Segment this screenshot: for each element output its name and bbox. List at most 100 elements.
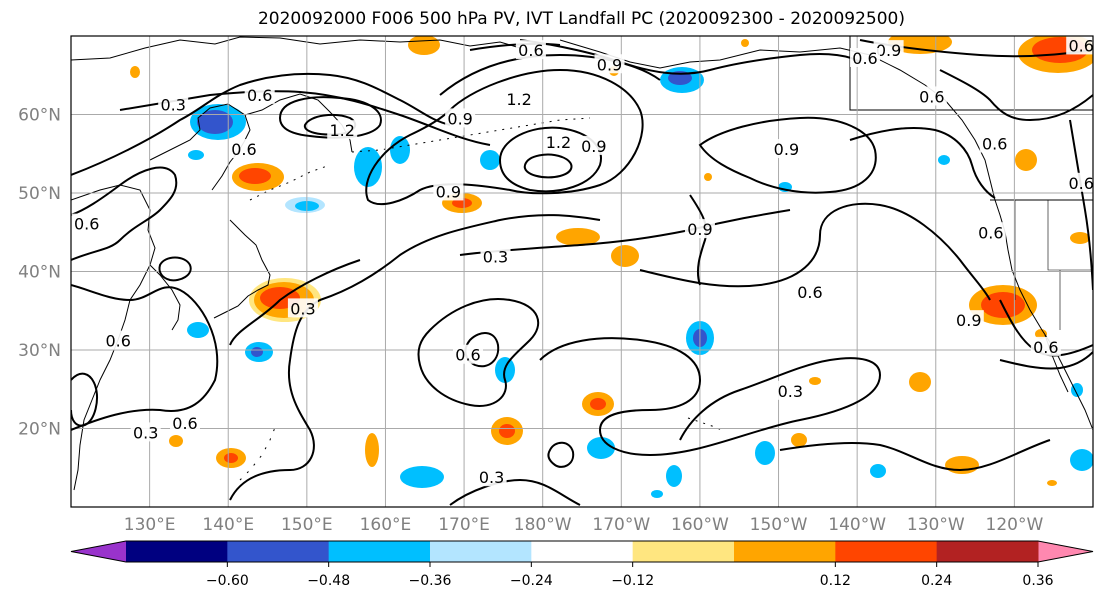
contour-label: 0.9	[953, 310, 984, 330]
svg-text:0.6: 0.6	[1068, 36, 1093, 55]
colorbar-segment	[531, 541, 634, 562]
svg-text:0.3: 0.3	[290, 299, 315, 318]
negative-anomaly-tropical	[755, 441, 775, 465]
contour-0.3-east-long	[459, 209, 791, 256]
contour-0.6-west-low	[71, 372, 98, 427]
colorbar-segment	[936, 541, 1039, 562]
map-plot-area: 0.3 0.6 0.6 0.6 0.9 1.2 0.9 1.2 1.2 0.9 0.9 0.3 0.9 0…	[71, 36, 1093, 507]
contour-1.2-low	[278, 96, 382, 139]
positive-core-kuril-east	[452, 198, 472, 208]
lon-tick-label: 170°E	[438, 515, 490, 535]
lat-tick-label: 50°N	[18, 184, 61, 204]
colorbar-extend-low	[71, 541, 126, 562]
contour-1.2-center	[498, 126, 602, 193]
contour-label: 1.2	[327, 120, 358, 140]
positive-anomaly-east-2	[909, 372, 931, 392]
svg-text:0.9: 0.9	[581, 137, 606, 156]
svg-text:0.3: 0.3	[483, 248, 508, 267]
svg-text:0.3: 0.3	[160, 95, 185, 114]
colorbar-tick-label: 0.12	[820, 573, 851, 589]
contour-label: 0.3	[775, 380, 806, 401]
contour-0.9-top-right	[939, 69, 1093, 122]
lon-tick-label: 130°E	[124, 515, 176, 535]
colorbar-tick-label: −0.48	[307, 573, 350, 589]
contour-0.6-right-vertical	[1069, 119, 1093, 291]
svg-text:0.3: 0.3	[778, 382, 803, 401]
contour-label: 0.6	[244, 84, 275, 105]
negative-anomaly-south	[587, 437, 615, 459]
contour-0.3-far-east	[999, 351, 1093, 370]
positive-anomaly-taiwan	[169, 435, 183, 447]
contour-label: 0.3	[287, 298, 318, 318]
negative-anomaly-east	[870, 464, 886, 478]
colorbar-segment	[126, 541, 228, 562]
colorbar-tick-label: −0.60	[206, 573, 249, 589]
aleutian-chain	[351, 117, 591, 153]
contour-label: 0.6	[916, 86, 947, 106]
positive-anomaly-oregon	[1070, 232, 1090, 244]
canada-border	[849, 36, 1093, 111]
contour-label: 0.6	[103, 330, 134, 351]
contour-label: 0.6	[515, 40, 546, 60]
lat-tick-label: 20°N	[18, 420, 61, 440]
contour-label: 0.9	[684, 219, 715, 239]
contour-0.3-south	[539, 337, 882, 457]
positive-core-tropical	[499, 424, 515, 438]
svg-text:0.9: 0.9	[956, 311, 981, 330]
svg-text:0.6: 0.6	[105, 332, 130, 351]
negative-anomaly-aleutian	[480, 150, 500, 170]
positive-anomaly-southeast	[945, 456, 979, 474]
contour-label: 1.2	[543, 131, 574, 152]
contour-1.5-center-inner	[523, 153, 573, 179]
contour-label: 0.9	[445, 108, 476, 128]
svg-text:0.9: 0.9	[597, 55, 622, 74]
lon-tick-label: 150°W	[750, 515, 808, 535]
contour-label: 0.6	[169, 413, 200, 433]
contour-label: 0.6	[794, 281, 825, 302]
lon-tick-label: 140°W	[828, 515, 886, 535]
coast-japan	[213, 219, 271, 319]
svg-text:1.2: 1.2	[506, 90, 531, 109]
svg-text:0.6: 0.6	[172, 414, 197, 433]
contour-label: 0.9	[578, 135, 609, 156]
coast-siberia	[71, 36, 521, 61]
gridline-layer	[71, 36, 1093, 507]
contour-0.9-ring	[365, 68, 644, 206]
negative-anomaly-mexico	[1070, 449, 1093, 471]
svg-text:0.9: 0.9	[447, 109, 472, 128]
kuril-chain	[249, 164, 331, 201]
positive-anomaly-socal	[1035, 329, 1047, 339]
longitude-axis: 130°E 140°E 150°E 160°E 170°E 180°W 170°W 160°W…	[124, 515, 1044, 535]
colorbar-segment	[632, 541, 735, 562]
map-frame	[70, 35, 1094, 508]
lon-tick-label: 140°E	[202, 515, 254, 535]
colorbar-segment	[734, 541, 836, 562]
colorbar-segment	[835, 541, 938, 562]
colorbar-tick-label: −0.36	[409, 573, 452, 589]
negative-anomaly-china	[187, 322, 209, 338]
negative-anomaly-bering	[660, 67, 704, 93]
colorbar-extend-high	[1038, 541, 1093, 562]
contour-label: 0.6	[979, 133, 1010, 154]
negative-anomaly-hawaii-south	[666, 465, 682, 487]
positive-core-philippine-sea	[224, 453, 238, 463]
lon-tick-label: 160°E	[360, 515, 412, 535]
svg-text:0.3: 0.3	[479, 468, 504, 487]
svg-text:0.6: 0.6	[797, 283, 822, 302]
contour-label: 0.3	[130, 422, 161, 442]
lat-tick-label: 40°N	[18, 263, 61, 283]
contour-label: 0.3	[480, 246, 511, 267]
colorbar-segment	[430, 541, 532, 562]
contour-0.9-east	[689, 194, 708, 286]
svg-text:0.9: 0.9	[436, 182, 461, 201]
positive-anomaly-midlat	[556, 228, 600, 246]
contour-label: 0.6	[1066, 36, 1093, 55]
contour-0.3-southwest	[71, 284, 219, 431]
colorbar-tick-label: −0.24	[510, 573, 553, 589]
contour-0.9-gulf	[698, 116, 877, 194]
colorbar-tick-label: 0.24	[921, 573, 952, 589]
contour-0.9-arctic	[519, 39, 861, 75]
contour-0.3-southeast	[779, 439, 1051, 472]
negative-anomaly-okhotsk	[188, 150, 204, 160]
